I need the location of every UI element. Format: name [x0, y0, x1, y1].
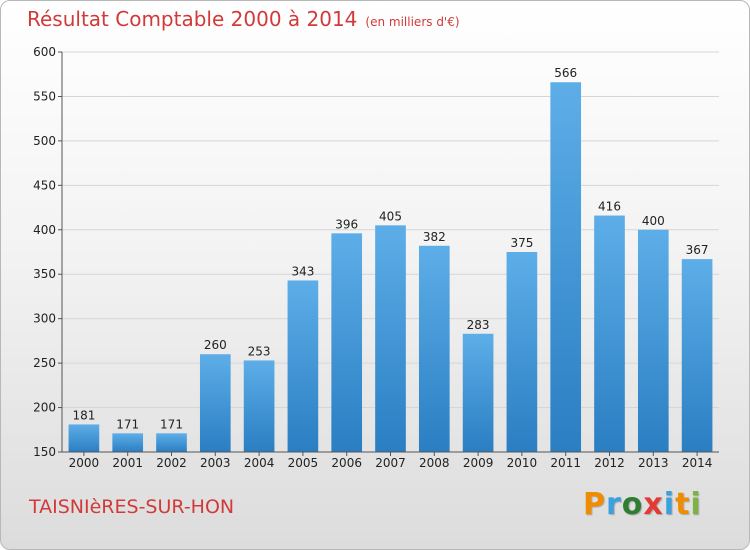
data-label: 343: [291, 264, 314, 278]
bar: [637, 229, 669, 452]
data-label: 283: [467, 318, 490, 332]
proxiti-logo: Proxiti: [583, 487, 702, 522]
y-tick-label: 400: [33, 223, 56, 237]
logo-letter: x: [643, 487, 664, 522]
bar: [550, 82, 582, 452]
data-label: 382: [423, 230, 446, 244]
x-tick-label: 2012: [594, 456, 625, 470]
logo-letter: t: [675, 487, 691, 522]
data-label: 171: [116, 417, 139, 431]
logo-letter: o: [621, 487, 644, 522]
x-tick-label: 2011: [550, 456, 581, 470]
logo-letter: P: [583, 487, 606, 522]
bar: [375, 225, 406, 452]
bar: [112, 433, 144, 452]
bar: [418, 245, 450, 452]
data-label: 566: [554, 66, 577, 80]
y-tick-label: 200: [33, 401, 56, 415]
y-tick-label: 300: [33, 312, 56, 326]
commune-name: TAISNIèRES-SUR-HON: [29, 496, 235, 518]
y-tick-label: 150: [33, 445, 56, 459]
chart-title: Résultat Comptable 2000 à 2014 (en millie…: [27, 7, 460, 31]
x-tick-label: 2014: [682, 456, 713, 470]
bar: [506, 252, 538, 452]
y-tick-label: 600: [33, 45, 56, 59]
data-label: 181: [72, 408, 95, 422]
x-tick-label: 2013: [638, 456, 669, 470]
data-label: 375: [510, 236, 533, 250]
x-tick-label: 2005: [288, 456, 319, 470]
data-label: 396: [335, 217, 358, 231]
y-tick-label: 250: [33, 356, 56, 370]
y-tick-label: 450: [33, 178, 56, 192]
data-label: 171: [160, 417, 183, 431]
x-tick-label: 2002: [156, 456, 187, 470]
data-label: 405: [379, 209, 402, 223]
chart-subtitle: (en milliers d'€): [365, 15, 460, 29]
y-tick-label: 550: [33, 89, 56, 103]
data-label: 253: [248, 344, 271, 358]
bar: [594, 215, 625, 452]
x-tick-label: 2003: [200, 456, 231, 470]
x-tick-label: 2008: [419, 456, 450, 470]
data-label: 416: [598, 200, 621, 214]
x-tick-label: 2001: [112, 456, 143, 470]
x-tick-label: 2010: [507, 456, 538, 470]
bar: [462, 333, 494, 452]
bar: [68, 424, 100, 452]
logo-letter: i: [690, 487, 702, 522]
x-tick-label: 2004: [244, 456, 275, 470]
y-tick-label: 500: [33, 134, 56, 148]
logo-letter: i: [663, 487, 676, 522]
x-tick-label: 2009: [463, 456, 494, 470]
logo-letter: r: [606, 487, 622, 522]
y-tick-label: 350: [33, 267, 56, 281]
bar: [156, 433, 187, 452]
data-label: 400: [642, 214, 665, 228]
data-label: 367: [686, 243, 709, 257]
bar: [199, 354, 231, 452]
bar: [331, 233, 363, 452]
data-label: 260: [204, 338, 227, 352]
bar: [287, 280, 319, 452]
x-tick-label: 2006: [331, 456, 362, 470]
bar: [243, 360, 275, 452]
x-tick-label: 2000: [69, 456, 100, 470]
bar: [681, 259, 713, 452]
x-tick-label: 2007: [375, 456, 406, 470]
